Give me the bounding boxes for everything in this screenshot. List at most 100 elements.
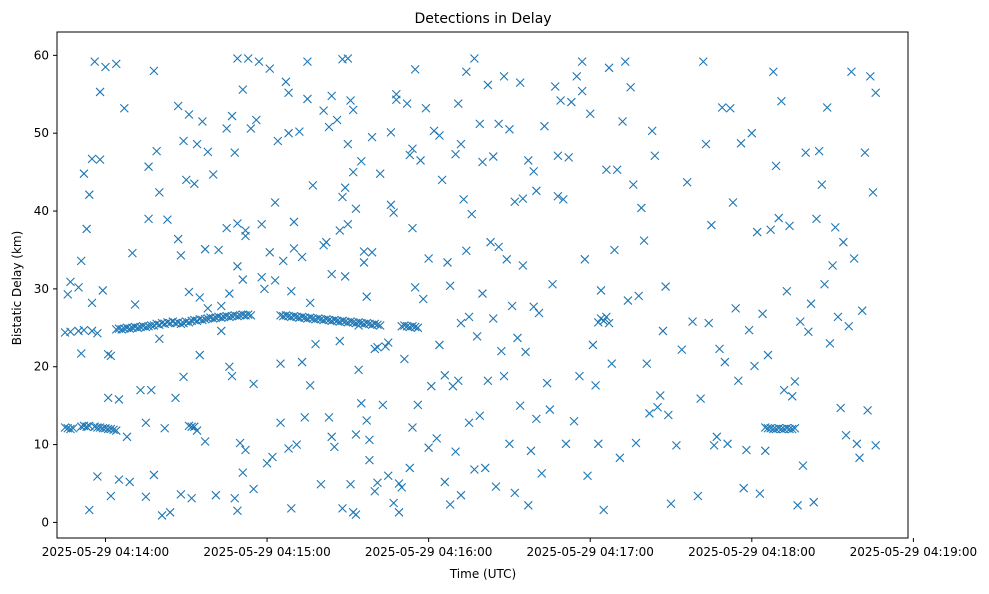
data-point [453, 99, 463, 109]
y-tick-label: 50 [34, 126, 49, 140]
data-point [752, 227, 762, 237]
data-point [677, 345, 687, 355]
data-point [227, 111, 237, 121]
data-point [340, 272, 350, 281]
scatter-points [60, 54, 881, 520]
data-point [494, 242, 504, 252]
data-point [833, 312, 843, 322]
x-tick-label: 2025-05-29 04:14:00 [42, 545, 169, 559]
data-point [284, 444, 293, 453]
data-point [359, 247, 369, 256]
data-point [820, 279, 829, 289]
data-point [313, 314, 323, 323]
data-point [362, 292, 372, 302]
data-point [865, 71, 875, 81]
data-point [321, 314, 331, 324]
data-point [801, 148, 811, 158]
data-point [475, 119, 485, 129]
data-point [370, 319, 380, 329]
data-point [696, 394, 706, 404]
data-point [154, 187, 164, 197]
data-point [505, 124, 514, 134]
data-point [795, 317, 805, 326]
data-point [847, 67, 856, 77]
data-point [125, 477, 135, 487]
data-point [114, 395, 124, 404]
data-point [367, 132, 377, 142]
data-point [276, 359, 285, 369]
data-point [394, 479, 404, 488]
data-point [297, 312, 307, 322]
data-point [510, 197, 520, 207]
data-point [66, 327, 75, 337]
data-point [286, 504, 296, 513]
data-point [101, 62, 110, 72]
data-point [192, 139, 202, 149]
data-point [324, 412, 334, 422]
data-point [440, 477, 450, 487]
data-point [472, 331, 482, 341]
data-point [410, 282, 420, 292]
data-point [257, 219, 267, 229]
data-point [478, 289, 487, 298]
data-point [531, 414, 541, 424]
data-point [760, 446, 770, 456]
data-point [351, 510, 361, 520]
data-point [173, 234, 183, 244]
data-point [335, 226, 345, 235]
data-point [370, 344, 380, 354]
data-point [461, 246, 471, 256]
data-point [230, 493, 240, 503]
data-point [348, 167, 358, 177]
data-point [620, 57, 630, 66]
data-point [146, 321, 156, 330]
data-point [451, 447, 460, 456]
data-point [599, 505, 609, 515]
data-point [394, 507, 404, 517]
data-point [281, 310, 291, 320]
data-point [400, 354, 409, 364]
data-point [585, 109, 595, 119]
data-point [402, 99, 412, 109]
y-tick-label: 30 [34, 282, 49, 296]
data-point [534, 308, 544, 318]
data-point [278, 256, 288, 266]
data-point [529, 166, 539, 176]
data-point [857, 306, 867, 316]
data-point [308, 180, 318, 190]
data-point [478, 157, 487, 167]
data-point [531, 186, 541, 196]
data-point [410, 64, 420, 74]
data-point [265, 247, 275, 257]
data-point [305, 381, 315, 390]
data-point [268, 452, 277, 462]
data-point [437, 175, 447, 185]
data-point [661, 282, 671, 291]
data-point [243, 310, 253, 319]
data-point [152, 146, 162, 156]
data-point [270, 275, 280, 285]
data-point [198, 315, 207, 325]
data-point [141, 418, 151, 428]
data-point [200, 437, 210, 446]
data-point [297, 252, 307, 262]
data-point [601, 312, 611, 322]
data-point [424, 443, 434, 453]
data-point [523, 156, 533, 165]
data-point [79, 169, 89, 179]
data-point [389, 208, 399, 217]
data-point [852, 439, 862, 449]
data-point [259, 284, 269, 294]
data-point [550, 82, 560, 91]
data-point [141, 322, 151, 332]
data-point [216, 326, 226, 336]
data-point [389, 498, 399, 508]
data-point [733, 376, 743, 386]
data-point [370, 486, 380, 496]
data-point [249, 379, 258, 389]
data-point [327, 269, 337, 279]
data-point [650, 151, 660, 161]
data-point [208, 170, 218, 179]
data-point [227, 371, 237, 381]
